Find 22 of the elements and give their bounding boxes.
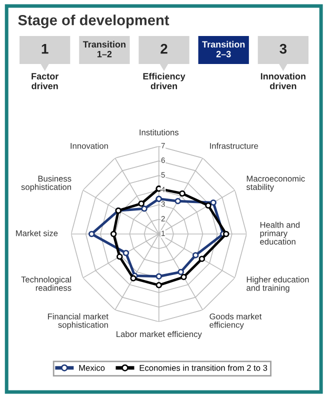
- text: Innovation driven: [260, 72, 306, 90]
- spoke-label: Health and primary education: [260, 222, 300, 245]
- spoke-label: Technological readiness: [21, 276, 72, 291]
- category-label: Transition 1–2: [82, 40, 126, 58]
- spoke-label: Institutions: [140, 129, 178, 136]
- spoke-label: Higher education and training: [246, 276, 309, 293]
- legend-label: Mexico: [79, 364, 105, 371]
- category-label: 3: [280, 44, 287, 54]
- spoke-label: Business sophistication: [21, 175, 72, 192]
- text: Efficiency driven: [143, 72, 186, 90]
- spoke-label: Infrastructure: [210, 142, 258, 149]
- spoke-label: Financial market sophistication: [48, 313, 108, 330]
- category-label: Transition 2–3: [202, 40, 245, 58]
- text: Factor driven: [32, 73, 59, 90]
- spoke-label: Macroeconomic stability: [246, 175, 305, 192]
- spoke-label: Goods market efficiency: [210, 313, 262, 330]
- legend-label: Economies in transition from 2 to 3: [140, 364, 268, 371]
- spoke-label: Market size: [16, 230, 58, 236]
- category-label: 1: [42, 44, 48, 54]
- spoke-label: Innovation: [70, 142, 108, 149]
- text: Stage of development: [18, 14, 170, 28]
- spoke-label: Labor market efficiency: [116, 330, 202, 339]
